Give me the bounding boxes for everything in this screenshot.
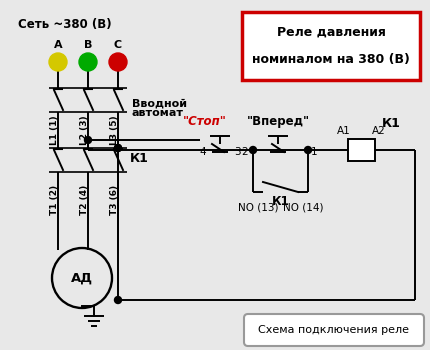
Circle shape	[114, 296, 122, 303]
Circle shape	[109, 53, 127, 71]
Text: T1 (2): T1 (2)	[49, 185, 58, 215]
Text: A2: A2	[372, 126, 386, 136]
Text: 2: 2	[241, 147, 248, 157]
Text: С: С	[114, 40, 122, 50]
Text: К1: К1	[382, 117, 401, 130]
Text: 1: 1	[311, 147, 318, 157]
Text: "Стоп": "Стоп"	[183, 115, 227, 128]
Bar	[242, 12, 420, 80]
Text: Реле давления: Реле давления	[276, 26, 385, 39]
Text: 3: 3	[234, 147, 241, 157]
Text: номиналом на 380 (В): номиналом на 380 (В)	[252, 53, 410, 66]
Bar	[348, 139, 375, 161]
Circle shape	[114, 145, 122, 152]
Text: Схема подключения реле: Схема подключения реле	[258, 325, 409, 335]
Text: A1: A1	[337, 126, 351, 136]
Text: АД: АД	[71, 272, 93, 285]
Circle shape	[85, 136, 92, 144]
Text: "Вперед": "Вперед"	[246, 115, 310, 128]
Circle shape	[79, 53, 97, 71]
Text: NO (13): NO (13)	[238, 202, 278, 212]
Text: L2 (3): L2 (3)	[80, 115, 89, 145]
Circle shape	[249, 147, 257, 154]
Circle shape	[49, 53, 67, 71]
Text: T3 (6): T3 (6)	[110, 185, 119, 215]
Text: T2 (4): T2 (4)	[80, 185, 89, 215]
Text: L1 (1): L1 (1)	[49, 115, 58, 145]
Text: Сеть ~380 (В): Сеть ~380 (В)	[18, 18, 112, 31]
Text: К1: К1	[272, 195, 289, 208]
Text: 4: 4	[200, 147, 206, 157]
FancyBboxPatch shape	[244, 314, 424, 346]
Text: NO (14): NO (14)	[283, 202, 323, 212]
Text: L3 (5): L3 (5)	[110, 115, 119, 145]
Text: А: А	[54, 40, 62, 50]
Circle shape	[304, 147, 311, 154]
Text: автомат: автомат	[132, 108, 184, 118]
Text: Вводной: Вводной	[132, 98, 187, 108]
Text: К1: К1	[130, 152, 149, 164]
Text: В: В	[84, 40, 92, 50]
Circle shape	[114, 145, 122, 152]
